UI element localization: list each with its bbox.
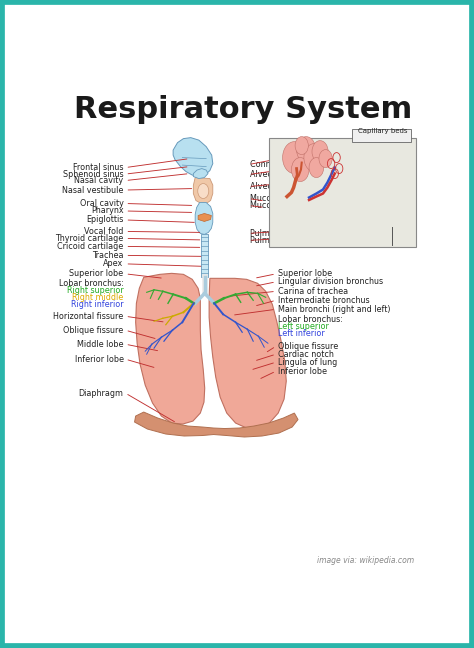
Circle shape [312,141,328,163]
Text: Capillary beds: Capillary beds [358,128,407,133]
Text: Left inferior: Left inferior [278,329,325,338]
Text: Lobar bronchus:: Lobar bronchus: [278,315,343,324]
Text: Intermediate bronchus: Intermediate bronchus [278,295,369,305]
Polygon shape [135,412,298,437]
Text: Lingular division bronchus: Lingular division bronchus [278,277,383,286]
Polygon shape [209,279,286,428]
Circle shape [304,144,325,172]
Text: Lingula of lung: Lingula of lung [278,358,337,367]
Text: Alveoli: Alveoli [393,233,417,238]
Text: Inferior lobe: Inferior lobe [278,367,327,376]
Text: Connective tissue: Connective tissue [250,160,322,169]
Text: Epiglottis: Epiglottis [86,216,124,224]
Text: Apex: Apex [103,259,124,268]
Text: Respiratory System: Respiratory System [74,95,412,124]
Polygon shape [136,273,205,424]
Text: Nasal cavity: Nasal cavity [74,176,124,185]
FancyBboxPatch shape [352,129,411,142]
Polygon shape [201,235,209,277]
Circle shape [295,137,308,155]
Text: Pharynx: Pharynx [91,207,124,216]
Polygon shape [198,213,211,222]
Text: Horizontal fissure: Horizontal fissure [53,312,124,321]
Text: Pulmonary artery: Pulmonary artery [250,236,320,245]
Text: Inferior lobe: Inferior lobe [74,354,124,364]
Text: Vocal fold: Vocal fold [84,227,124,236]
Polygon shape [193,168,208,179]
Polygon shape [193,178,213,203]
Circle shape [283,142,306,174]
Text: Superior lobe: Superior lobe [69,270,124,279]
Text: Frontal sinus: Frontal sinus [73,163,124,172]
Text: Mucosal lining: Mucosal lining [250,201,308,210]
Text: Oblique fissure: Oblique fissure [64,326,124,335]
Text: image via: wikipedia.com: image via: wikipedia.com [317,556,414,565]
Circle shape [309,157,324,178]
Text: Carina of trachea: Carina of trachea [278,287,348,296]
Text: Sphenoid sinus: Sphenoid sinus [63,170,124,179]
Text: Alveolar sacs: Alveolar sacs [250,170,304,179]
Text: Oral cavity: Oral cavity [80,199,124,208]
Text: Oblique fissure: Oblique fissure [278,341,338,351]
Text: Cardiac notch: Cardiac notch [278,350,334,359]
Text: Alveolar duct: Alveolar duct [250,182,304,191]
Text: Nasal vestibule: Nasal vestibule [62,185,124,194]
Circle shape [292,157,309,181]
Text: Cricoid cartilage: Cricoid cartilage [57,242,124,251]
Circle shape [319,150,332,168]
Text: Middle lobe: Middle lobe [77,340,124,349]
Text: Trachea: Trachea [92,251,124,260]
Text: Atrium: Atrium [393,239,417,246]
Text: Right superior: Right superior [67,286,124,295]
Circle shape [297,137,316,163]
Text: Thyroid cartilage: Thyroid cartilage [55,234,124,243]
Text: Pulmonary vein: Pulmonary vein [250,229,313,238]
FancyBboxPatch shape [269,137,416,248]
Text: Right inferior: Right inferior [71,300,124,309]
Polygon shape [195,202,213,235]
Text: Left superior: Left superior [278,322,328,330]
Text: Mucous gland: Mucous gland [250,194,306,203]
Text: Superior lobe: Superior lobe [278,270,332,279]
Text: Diaphragm: Diaphragm [79,389,124,398]
Text: Main bronchi (right and left): Main bronchi (right and left) [278,305,390,314]
Text: Right middle: Right middle [73,293,124,302]
Circle shape [198,183,209,198]
Text: Lobar bronchus:: Lobar bronchus: [59,279,124,288]
Polygon shape [173,137,213,176]
